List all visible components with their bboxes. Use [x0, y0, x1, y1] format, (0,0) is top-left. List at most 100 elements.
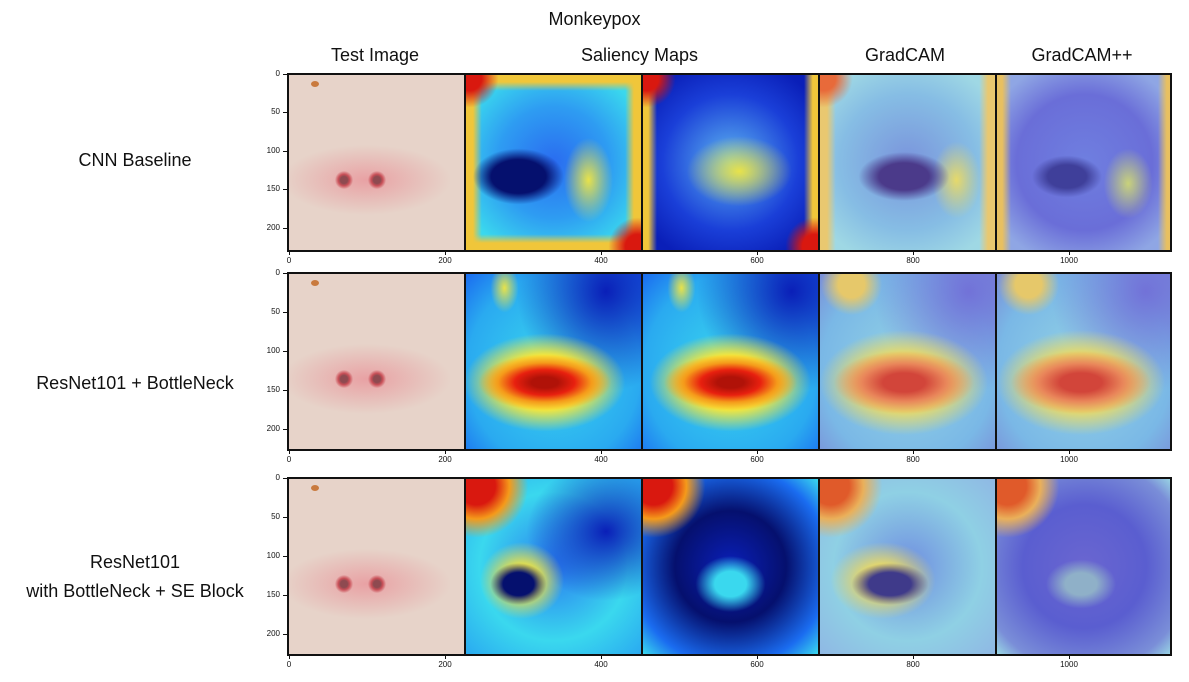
- column-header-gradcam-plus-plus: GradCAM++: [1031, 45, 1133, 65]
- x-tick-mark: [1069, 252, 1070, 255]
- row-label-line: CNN Baseline: [78, 150, 192, 170]
- y-tick-label: 150: [266, 385, 280, 394]
- lesion: [335, 171, 353, 189]
- y-tick-mark: [283, 478, 287, 479]
- x-tick-label: 600: [750, 256, 764, 265]
- panel-divider: [818, 274, 820, 449]
- x-tick-mark: [757, 451, 758, 454]
- y-tick-label: 200: [266, 424, 280, 433]
- x-tick-label: 800: [906, 660, 920, 669]
- lesion: [368, 370, 386, 388]
- x-tick-label: 1000: [1060, 455, 1078, 464]
- x-tick-mark: [913, 252, 914, 255]
- y-tick-label: 0: [275, 268, 280, 277]
- test-image: [289, 274, 465, 449]
- gradcam-map: [820, 479, 995, 654]
- gradcam-map: [820, 75, 995, 250]
- x-tick-mark: [289, 451, 290, 454]
- y-tick-label: 200: [266, 223, 280, 232]
- x-tick-label: 0: [286, 256, 292, 265]
- x-tick-mark: [601, 451, 602, 454]
- x-tick-mark: [1069, 451, 1070, 454]
- x-tick-mark: [913, 656, 914, 659]
- y-tick-mark: [283, 351, 287, 352]
- y-tick-mark: [283, 595, 287, 596]
- y-tick-mark: [283, 189, 287, 190]
- row-label-line: with BottleNeck + SE Block: [26, 581, 244, 601]
- column-header-test-image: Test Image: [330, 45, 420, 65]
- y-tick-mark: [283, 429, 287, 430]
- lesion: [335, 370, 353, 388]
- panel-divider: [818, 479, 820, 654]
- y-tick-mark: [283, 74, 287, 75]
- panel-strip-resnet101-se-block: [287, 477, 1172, 656]
- panel-divider: [464, 274, 466, 449]
- saliency-map-2: [643, 479, 818, 654]
- x-tick-label: 400: [594, 660, 608, 669]
- panel-divider: [995, 75, 997, 250]
- panel-divider: [464, 75, 466, 250]
- x-tick-mark: [445, 656, 446, 659]
- y-tick-mark: [283, 390, 287, 391]
- y-tick-mark: [283, 312, 287, 313]
- panel-divider: [995, 274, 997, 449]
- saliency-map-1: [466, 274, 641, 449]
- y-tick-label: 100: [266, 551, 280, 560]
- row-label-resnet101-bottleneck: ResNet101 + BottleNeck: [0, 369, 270, 398]
- lesion: [368, 171, 386, 189]
- x-tick-label: 200: [438, 256, 452, 265]
- y-tick-label: 0: [275, 473, 280, 482]
- x-tick-label: 400: [594, 455, 608, 464]
- y-tick-mark: [283, 273, 287, 274]
- y-tick-label: 0: [275, 69, 280, 78]
- x-tick-label: 600: [750, 455, 764, 464]
- y-tick-label: 150: [266, 184, 280, 193]
- y-tick-mark: [283, 112, 287, 113]
- x-tick-label: 800: [906, 256, 920, 265]
- gradcam-plus-plus-map: [997, 75, 1170, 250]
- column-header-gradcam: GradCAM: [864, 45, 945, 65]
- x-tick-label: 0: [286, 455, 292, 464]
- y-tick-mark: [283, 517, 287, 518]
- x-tick-mark: [601, 656, 602, 659]
- x-tick-label: 200: [438, 660, 452, 669]
- panel-divider: [464, 479, 466, 654]
- skin-mark: [311, 280, 319, 286]
- y-tick-mark: [283, 634, 287, 635]
- y-tick-label: 200: [266, 629, 280, 638]
- x-tick-label: 800: [906, 455, 920, 464]
- saliency-map-2: [643, 274, 818, 449]
- panel-divider: [641, 479, 643, 654]
- x-tick-mark: [913, 451, 914, 454]
- x-tick-label: 1000: [1060, 660, 1078, 669]
- row-label-cnn-baseline: CNN Baseline: [0, 146, 270, 175]
- panel-divider: [995, 479, 997, 654]
- saliency-map-1: [466, 479, 641, 654]
- x-tick-label: 1000: [1060, 256, 1078, 265]
- skin-mark: [311, 81, 319, 87]
- panel-strip-cnn-baseline: [287, 73, 1172, 252]
- y-tick-mark: [283, 556, 287, 557]
- y-tick-label: 100: [266, 346, 280, 355]
- x-tick-mark: [445, 252, 446, 255]
- x-tick-mark: [445, 451, 446, 454]
- y-tick-label: 50: [271, 512, 280, 521]
- skin-mark: [311, 485, 319, 491]
- x-tick-mark: [757, 656, 758, 659]
- x-tick-mark: [601, 252, 602, 255]
- lesion: [335, 575, 353, 593]
- saliency-map-2: [643, 75, 818, 250]
- x-tick-label: 0: [286, 660, 292, 669]
- panel-divider: [641, 75, 643, 250]
- x-tick-label: 400: [594, 256, 608, 265]
- row-label-line: ResNet101 + BottleNeck: [36, 373, 234, 393]
- x-tick-label: 600: [750, 660, 764, 669]
- x-tick-mark: [289, 656, 290, 659]
- y-tick-mark: [283, 228, 287, 229]
- x-tick-mark: [757, 252, 758, 255]
- panel-divider: [818, 75, 820, 250]
- gradcam-map: [820, 274, 995, 449]
- saliency-map-1: [466, 75, 641, 250]
- x-tick-mark: [1069, 656, 1070, 659]
- y-tick-label: 50: [271, 307, 280, 316]
